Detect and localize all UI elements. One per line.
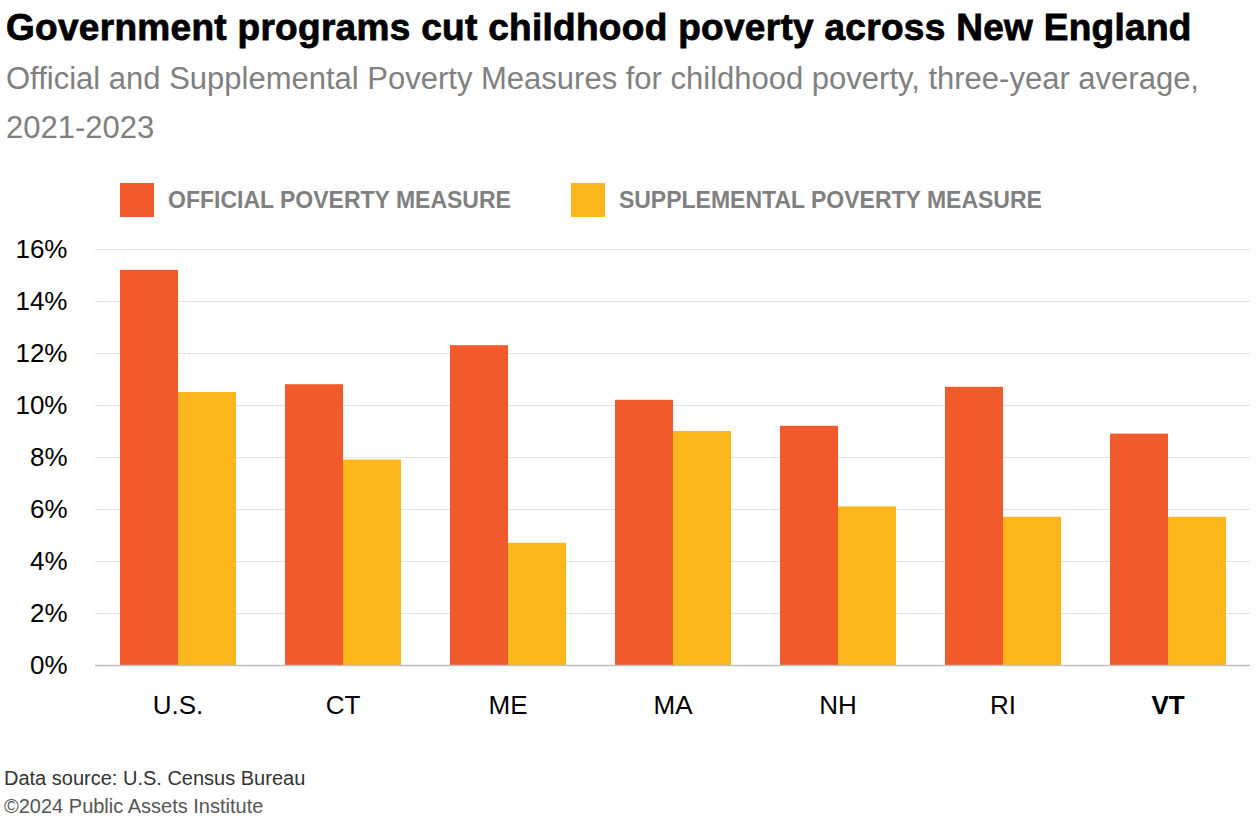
html-text:Official and Supplemental Pove: Official and Supplemental Poverty Measur… — [6, 61, 1199, 145]
html-text:Government programs cut childh: Government programs cut childhood povert… — [6, 7, 1192, 48]
svg-text:14%: 14% — [15, 286, 67, 316]
svg-text:MA: MA — [654, 690, 694, 720]
svg-text:CT: CT — [326, 690, 361, 720]
svg-text:6%: 6% — [30, 494, 68, 524]
svg-text:RI: RI — [990, 690, 1016, 720]
html-text:©2024 Public Assets Institute: ©2024 Public Assets Institute — [4, 795, 264, 817]
svg-text:12%: 12% — [15, 338, 67, 368]
svg-text:ME: ME — [489, 690, 528, 720]
svg-text:10%: 10% — [15, 390, 67, 420]
svg-text:2%: 2% — [30, 598, 68, 628]
svg-text:U.S.: U.S. — [153, 690, 204, 720]
html-text:Data source: U.S. Census Burea: Data source: U.S. Census Bureau — [4, 767, 306, 789]
svg-text:4%: 4% — [30, 546, 68, 576]
svg-text:NH: NH — [819, 690, 857, 720]
html-text:SUPPLEMENTAL POVERTY MEASURE: SUPPLEMENTAL POVERTY MEASURE — [618, 186, 1042, 213]
svg-text:VT: VT — [1151, 690, 1184, 720]
html-text:OFFICIAL POVERTY MEASURE: OFFICIAL POVERTY MEASURE — [168, 186, 511, 213]
svg-text:16%: 16% — [15, 234, 67, 264]
svg-text:8%: 8% — [30, 442, 68, 472]
svg-text:0%: 0% — [30, 650, 68, 680]
